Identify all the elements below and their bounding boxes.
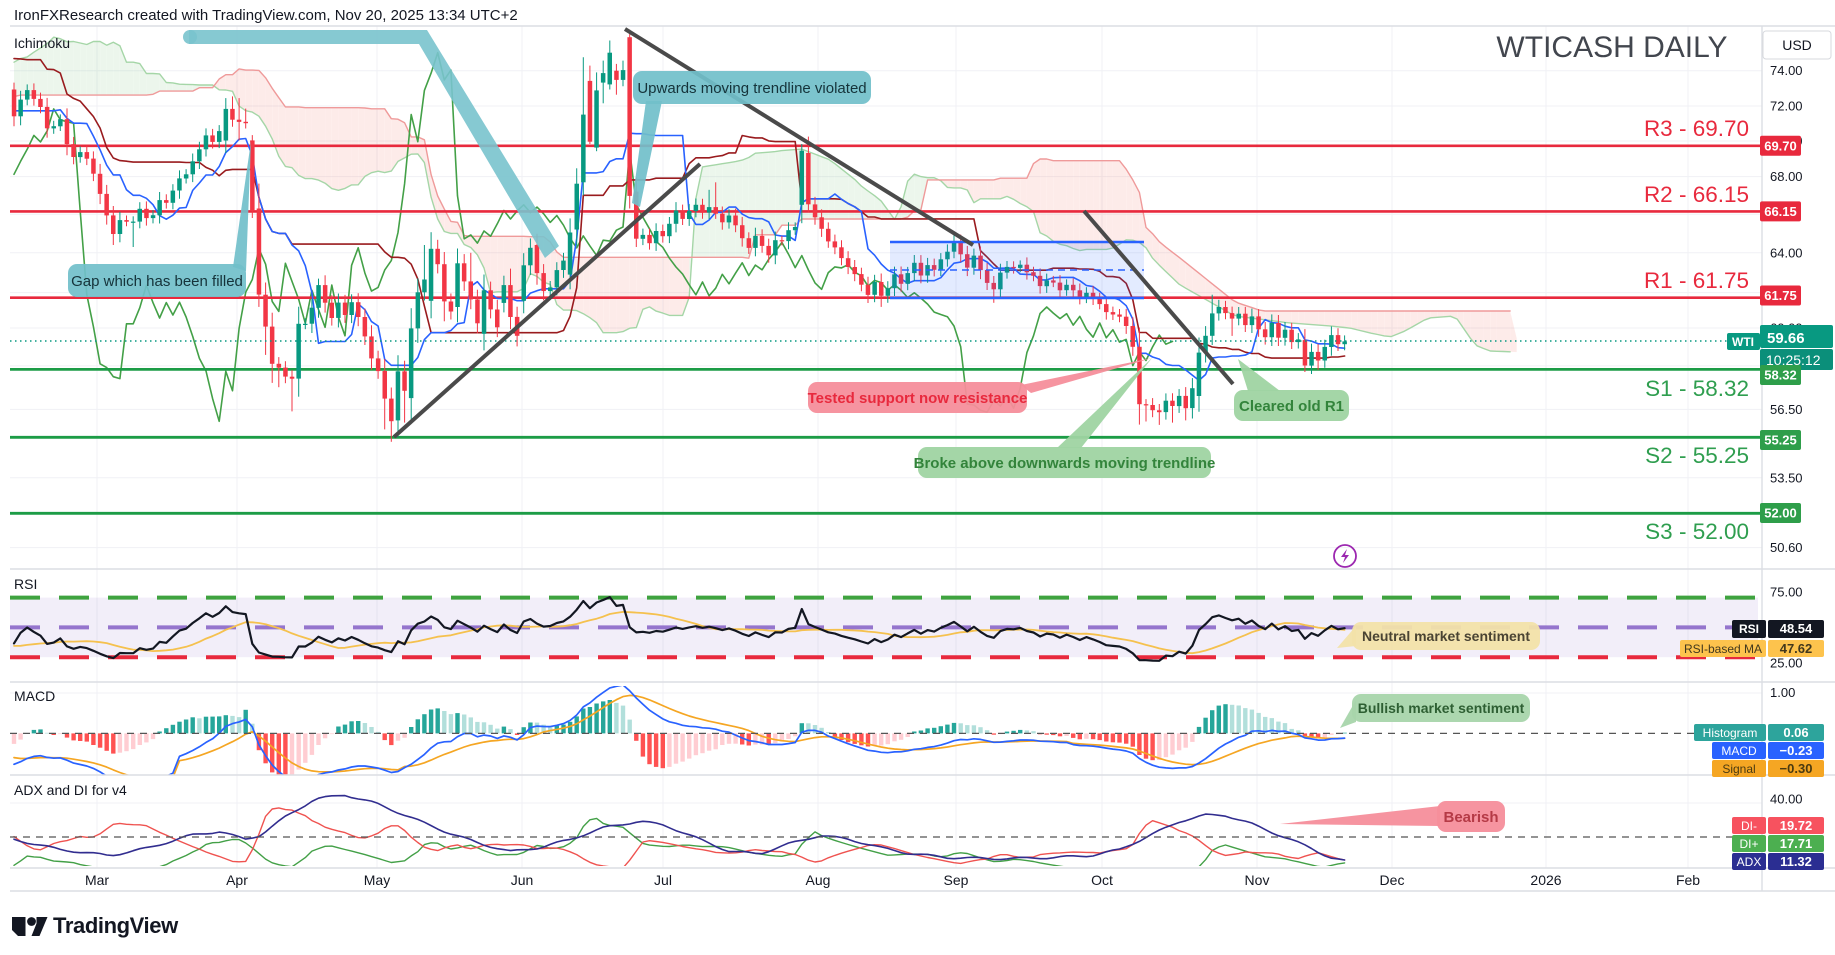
svg-text:R2 - 66.15: R2 - 66.15 [1644, 182, 1749, 207]
svg-text:19.72: 19.72 [1780, 818, 1813, 833]
svg-text:RSI: RSI [14, 576, 37, 592]
svg-text:72.00: 72.00 [1770, 99, 1803, 114]
svg-text:DI-: DI- [1741, 819, 1757, 833]
svg-text:−0.23: −0.23 [1780, 743, 1813, 758]
svg-text:ADX: ADX [1737, 855, 1762, 869]
svg-text:Ichimoku: Ichimoku [14, 35, 70, 51]
svg-text:S1 - 58.32: S1 - 58.32 [1645, 376, 1749, 401]
svg-text:0.06: 0.06 [1783, 725, 1808, 740]
svg-text:50.60: 50.60 [1770, 540, 1803, 555]
svg-text:Upwards moving trendline viola: Upwards moving trendline violated [637, 80, 866, 97]
svg-text:WTI: WTI [1732, 335, 1754, 349]
svg-text:Apr: Apr [226, 872, 248, 888]
svg-text:Neutral market sentiment: Neutral market sentiment [1362, 628, 1530, 644]
svg-text:MACD: MACD [14, 688, 55, 704]
svg-text:56.50: 56.50 [1770, 402, 1803, 417]
svg-text:Signal: Signal [1722, 762, 1755, 776]
svg-text:Cleared old R1: Cleared old R1 [1239, 398, 1344, 415]
svg-text:Feb: Feb [1676, 872, 1700, 888]
svg-text:Histogram: Histogram [1703, 726, 1758, 740]
svg-text:S3 - 52.00: S3 - 52.00 [1645, 519, 1749, 544]
svg-text:59.66: 59.66 [1767, 330, 1805, 347]
svg-text:40.00: 40.00 [1770, 792, 1803, 807]
svg-text:Sep: Sep [944, 872, 969, 888]
svg-text:Broke above downwards moving t: Broke above downwards moving trendline [914, 455, 1216, 472]
svg-text:1.00: 1.00 [1770, 685, 1795, 700]
svg-text:10:25:12: 10:25:12 [1766, 352, 1821, 368]
svg-text:Gap which has been filled: Gap which has been filled [71, 273, 243, 290]
svg-text:53.50: 53.50 [1770, 470, 1803, 485]
svg-text:Bullish market sentiment: Bullish market sentiment [1358, 700, 1525, 716]
svg-text:DI+: DI+ [1739, 837, 1758, 851]
svg-text:ADX and DI for v4: ADX and DI for v4 [14, 782, 127, 798]
svg-text:Dec: Dec [1380, 872, 1405, 888]
svg-text:MACD: MACD [1721, 744, 1757, 758]
svg-text:61.75: 61.75 [1764, 288, 1797, 303]
svg-text:64.00: 64.00 [1770, 245, 1803, 260]
svg-text:52.00: 52.00 [1764, 506, 1797, 521]
svg-text:11.32: 11.32 [1780, 854, 1812, 869]
svg-text:USD: USD [1782, 37, 1812, 53]
svg-text:RSI: RSI [1739, 622, 1759, 636]
svg-text:48.54: 48.54 [1780, 621, 1813, 636]
svg-text:68.00: 68.00 [1770, 169, 1803, 184]
svg-text:Nov: Nov [1245, 872, 1270, 888]
svg-text:55.25: 55.25 [1764, 433, 1797, 448]
svg-text:R1 - 61.75: R1 - 61.75 [1644, 268, 1749, 293]
svg-text:66.15: 66.15 [1764, 204, 1797, 219]
svg-text:Jun: Jun [511, 872, 534, 888]
svg-text:Bearish: Bearish [1443, 809, 1498, 826]
svg-text:75.00: 75.00 [1770, 585, 1803, 600]
svg-text:25.00: 25.00 [1770, 656, 1803, 671]
svg-text:Aug: Aug [806, 872, 831, 888]
svg-text:May: May [364, 872, 390, 888]
svg-text:2026: 2026 [1530, 872, 1561, 888]
svg-text:17.71: 17.71 [1780, 836, 1813, 851]
svg-text:74.00: 74.00 [1770, 63, 1803, 78]
svg-text:S2 - 55.25: S2 - 55.25 [1645, 443, 1749, 468]
svg-text:WTICASH DAILY: WTICASH DAILY [1496, 31, 1727, 64]
svg-text:Tested support now resistance: Tested support now resistance [808, 390, 1028, 407]
svg-text:69.70: 69.70 [1764, 139, 1797, 154]
svg-text:TradingView: TradingView [53, 913, 179, 938]
svg-text:Oct: Oct [1091, 872, 1113, 888]
svg-text:58.32: 58.32 [1764, 368, 1797, 383]
svg-text:47.62: 47.62 [1780, 641, 1813, 656]
svg-text:Mar: Mar [85, 872, 109, 888]
svg-text:Jul: Jul [654, 872, 672, 888]
svg-text:RSI-based MA: RSI-based MA [1684, 642, 1762, 656]
svg-text:R3 - 69.70: R3 - 69.70 [1644, 116, 1749, 141]
svg-text:−0.30: −0.30 [1780, 761, 1813, 776]
svg-text:IronFXResearch created with Tr: IronFXResearch created with TradingView.… [14, 7, 518, 24]
